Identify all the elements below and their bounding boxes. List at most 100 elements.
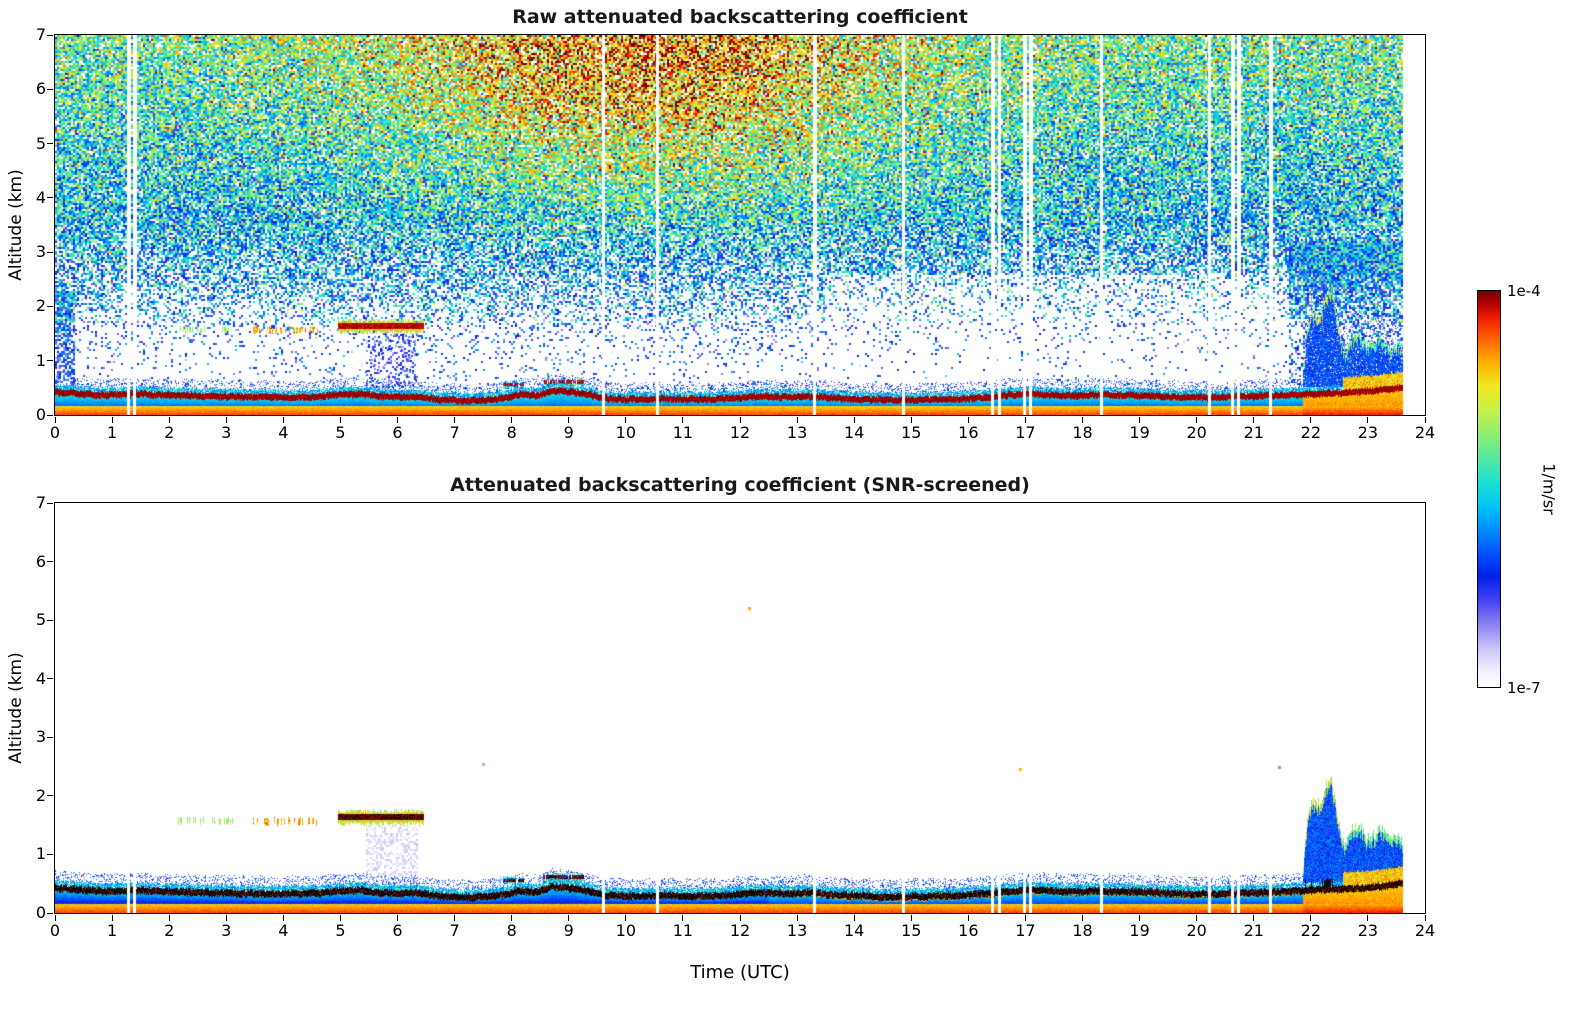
y-tick-label: 2 — [35, 296, 46, 316]
x-tick-label: 7 — [449, 921, 460, 940]
x-tick-mark — [625, 417, 627, 423]
colorbar-min-label: 1e-7 — [1507, 679, 1541, 697]
x-tick-label: 16 — [958, 423, 979, 442]
y-tick-label: 0 — [35, 405, 46, 424]
x-tick-label: 23 — [1357, 423, 1379, 442]
x-tick-mark — [454, 915, 456, 921]
x-tick-label: 21 — [1243, 423, 1264, 442]
x-tick-mark — [1253, 915, 1255, 921]
bottom-heatmap — [54, 502, 1426, 914]
x-tick-mark — [625, 915, 627, 921]
x-tick-mark — [282, 417, 284, 423]
y-tick-mark — [47, 251, 53, 253]
x-tick-label: 18 — [1072, 921, 1093, 940]
y-tick-label: 0 — [35, 903, 46, 922]
x-tick-label: 12 — [729, 921, 751, 940]
x-tick-mark — [853, 915, 855, 921]
x-tick-mark — [282, 915, 284, 921]
x-tick-mark — [168, 915, 170, 921]
x-tick-label: 0 — [49, 423, 61, 442]
y-tick-label: 7 — [35, 493, 46, 512]
x-tick-label: 23 — [1357, 921, 1379, 940]
x-tick-label: 5 — [335, 423, 346, 442]
x-tick-label: 10 — [615, 921, 636, 940]
x-tick-label: 9 — [563, 921, 574, 940]
y-tick-label: 5 — [35, 610, 46, 630]
x-tick-label: 14 — [843, 423, 865, 442]
x-tick-mark — [967, 417, 969, 423]
x-tick-mark — [1082, 915, 1083, 921]
x-tick-mark — [511, 417, 513, 423]
x-tick-mark — [1024, 417, 1026, 423]
y-tick-mark — [47, 197, 53, 199]
x-tick-label: 13 — [786, 423, 808, 442]
y-tick-label: 4 — [35, 187, 46, 207]
y-tick-mark — [47, 34, 53, 36]
y-tick-mark — [47, 88, 53, 90]
x-tick-mark — [454, 417, 456, 423]
x-tick-mark — [339, 915, 341, 921]
y-tick-label: 6 — [35, 79, 46, 99]
x-tick-mark — [568, 417, 570, 423]
y-tick-mark — [47, 414, 53, 416]
colorbar-unit-label: 1/m/sr — [1539, 463, 1559, 515]
x-tick-label: 16 — [958, 921, 979, 940]
y-tick-label: 6 — [35, 551, 46, 571]
y-tick-mark — [47, 853, 53, 855]
x-tick-mark — [1196, 915, 1198, 921]
x-tick-mark — [1424, 417, 1426, 423]
x-tick-mark — [1196, 417, 1198, 423]
x-tick-mark — [54, 915, 56, 921]
x-tick-label: 3 — [221, 423, 232, 442]
x-tick-mark — [796, 915, 798, 921]
x-tick-mark — [111, 417, 113, 423]
x-tick-mark — [1082, 417, 1083, 423]
y-tick-mark — [47, 678, 53, 680]
x-tick-mark — [568, 915, 570, 921]
y-tick-label: 3 — [35, 727, 46, 747]
y-tick-mark — [47, 795, 53, 797]
x-tick-mark — [910, 417, 912, 423]
x-tick-label: 1 — [106, 921, 118, 940]
x-tick-mark — [1367, 417, 1369, 423]
x-tick-label: 20 — [1186, 423, 1207, 442]
x-tick-mark — [967, 915, 969, 921]
x-tick-label: 15 — [901, 921, 922, 940]
x-tick-mark — [682, 417, 684, 423]
x-tick-mark — [168, 417, 170, 423]
x-tick-label: 11 — [672, 921, 694, 940]
x-tick-mark — [739, 417, 741, 423]
x-tick-mark — [511, 915, 513, 921]
x-tick-label: 1 — [106, 423, 118, 442]
x-tick-label: 5 — [335, 921, 346, 940]
x-tick-mark — [682, 915, 684, 921]
y-tick-label: 5 — [35, 133, 46, 153]
x-tick-label: 17 — [1015, 921, 1036, 940]
top-panel-title: Raw attenuated backscattering coefficien… — [512, 6, 968, 28]
top-heatmap — [54, 34, 1426, 416]
y-tick-mark — [47, 360, 53, 362]
x-tick-mark — [1424, 915, 1426, 921]
x-tick-label: 19 — [1129, 423, 1150, 442]
x-axis-label: Time (UTC) — [690, 962, 790, 983]
x-tick-label: 0 — [49, 921, 61, 940]
x-tick-label: 2 — [164, 423, 175, 442]
x-tick-label: 22 — [1300, 423, 1321, 442]
x-tick-label: 10 — [615, 423, 636, 442]
x-tick-mark — [54, 417, 56, 423]
x-tick-mark — [397, 417, 398, 423]
x-tick-label: 3 — [221, 921, 232, 940]
y-tick-mark — [47, 561, 53, 563]
x-tick-mark — [853, 417, 855, 423]
x-tick-label: 19 — [1129, 921, 1150, 940]
y-tick-mark — [47, 502, 53, 504]
x-tick-label: 8 — [506, 423, 517, 442]
x-tick-label: 2 — [164, 921, 175, 940]
y-tick-mark — [47, 912, 53, 914]
x-tick-label: 22 — [1300, 921, 1321, 940]
x-tick-label: 18 — [1072, 423, 1093, 442]
x-tick-label: 17 — [1015, 423, 1036, 442]
y-tick-label: 2 — [35, 785, 46, 805]
x-tick-label: 13 — [786, 921, 808, 940]
